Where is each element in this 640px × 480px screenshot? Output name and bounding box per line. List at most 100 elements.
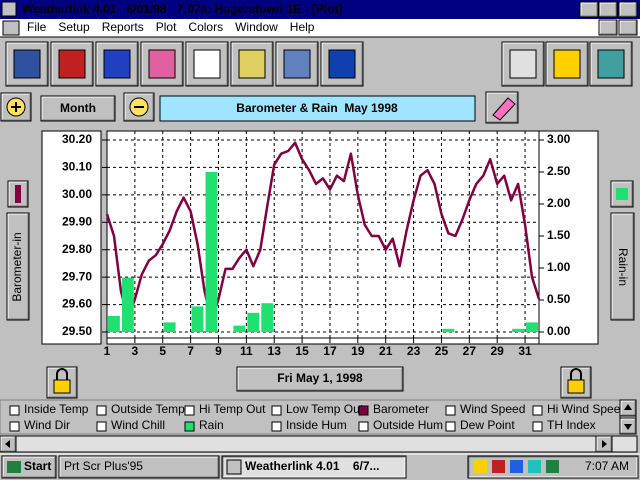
x-tick-label: 15 — [295, 344, 309, 358]
x-tick-label: 13 — [268, 344, 282, 358]
y2-label-panel — [538, 130, 599, 345]
rain-bar — [163, 322, 176, 332]
toolbar-icon — [238, 49, 266, 79]
date-button[interactable] — [236, 366, 404, 392]
lock-body — [53, 379, 71, 394]
field-checkbox[interactable] — [271, 421, 282, 432]
field-label[interactable]: Hi Temp Out — [199, 402, 266, 416]
bevel-light — [47, 367, 76, 397]
field-checkbox[interactable] — [358, 421, 369, 432]
field-checkbox[interactable] — [445, 421, 456, 432]
menu-item[interactable]: Plot — [156, 20, 177, 34]
field-checkbox[interactable] — [9, 405, 20, 416]
bevel-light — [124, 93, 153, 120]
bevel-light — [231, 42, 272, 85]
field-checkbox[interactable] — [96, 405, 107, 416]
y-tick-label: 30.10 — [62, 160, 92, 174]
menu-item[interactable]: File — [27, 20, 47, 34]
field-label[interactable]: Inside Temp — [24, 402, 89, 416]
field-label[interactable]: Low Temp Out — [286, 402, 364, 416]
y2-axis-button[interactable] — [610, 212, 635, 321]
y2-tick-label: 0.50 — [547, 292, 571, 306]
x-tick-label: 17 — [323, 344, 337, 358]
restore-doc-button[interactable] — [598, 19, 618, 36]
task-button[interactable] — [58, 455, 220, 479]
task-button-active[interactable] — [221, 455, 407, 479]
plot-area — [106, 130, 540, 345]
menu-item[interactable]: Reports — [102, 20, 144, 34]
bevel-dark — [187, 43, 228, 86]
field-label[interactable]: Barometer — [373, 402, 429, 416]
field-checkbox[interactable] — [532, 421, 543, 432]
y2-tick-label: 2.00 — [547, 196, 571, 210]
field-checkbox[interactable] — [532, 405, 543, 416]
bevel-light — [0, 436, 15, 451]
field-label[interactable]: Wind Dir — [24, 418, 70, 432]
toolbar-button[interactable] — [5, 41, 49, 87]
x-tick-label: 7 — [187, 344, 194, 358]
bevel-light — [486, 92, 517, 122]
close-button[interactable] — [618, 1, 638, 18]
task-label: Weatherlink 4.01 6/7... — [245, 459, 380, 473]
bevel-dark — [97, 43, 138, 86]
bevel-light — [237, 367, 402, 390]
y-tick-label: 30.20 — [62, 132, 92, 146]
bevel-light — [141, 42, 182, 85]
bevel-light — [321, 42, 362, 85]
menu-item[interactable]: Setup — [58, 20, 90, 34]
field-checkbox[interactable] — [358, 405, 369, 416]
field-label[interactable]: Wind Chill — [111, 418, 165, 432]
menu-item[interactable]: Colors — [188, 20, 223, 34]
bevel-light — [502, 42, 543, 85]
bevel-dark — [621, 401, 636, 416]
field-checkbox[interactable] — [271, 405, 282, 416]
toolbar-icon — [58, 49, 86, 79]
field-label[interactable]: Hi Wind Speed — [547, 402, 627, 416]
y2-tick-label: 2.50 — [547, 164, 571, 178]
field-label[interactable]: Outside Temp — [111, 402, 185, 416]
bevel-light — [611, 213, 633, 319]
field-checkbox[interactable] — [445, 405, 456, 416]
field-label[interactable]: Outside Hum — [373, 418, 443, 432]
field-label[interactable]: Inside Hum — [286, 418, 347, 432]
rain-bar — [526, 322, 538, 332]
y2-indicator-swatch — [616, 188, 628, 200]
bevel-light — [186, 42, 227, 85]
x-tick-label: 23 — [407, 344, 421, 358]
rain-bar — [261, 303, 274, 332]
tray-icon — [492, 460, 505, 473]
h-scrollbar — [0, 435, 638, 453]
rain-bar — [247, 312, 260, 332]
menu-item[interactable]: Window — [235, 20, 278, 34]
bevel-light — [580, 2, 597, 16]
toolbar-icon — [553, 49, 581, 79]
bevel-light — [596, 436, 611, 451]
period-button[interactable] — [40, 95, 116, 122]
y-axis-button[interactable] — [6, 212, 30, 321]
restore-button[interactable] — [598, 1, 618, 18]
bevel-dark — [503, 43, 544, 86]
bevel-dark — [142, 43, 183, 86]
clock: 7:07 AM — [585, 459, 629, 473]
bevel-light — [619, 20, 636, 34]
field-label[interactable]: Rain — [199, 418, 224, 432]
x-tick-label: 11 — [240, 344, 253, 358]
bevel-dark — [612, 182, 633, 207]
bevel-light — [59, 456, 218, 477]
menu-item[interactable]: Help — [290, 20, 315, 34]
toolbar-icon — [597, 49, 625, 79]
field-label[interactable]: TH Index — [547, 418, 596, 432]
close-doc-button[interactable] — [618, 19, 638, 36]
bevel-dark — [469, 457, 638, 478]
x-tick-label: 5 — [159, 344, 166, 358]
field-checkbox[interactable] — [96, 421, 107, 432]
field-label[interactable]: Dew Point — [460, 418, 515, 432]
bevel-light — [611, 181, 632, 206]
field-label[interactable]: Wind Speed — [460, 402, 525, 416]
x-tick-label: 19 — [351, 344, 365, 358]
minimize-button[interactable] — [579, 1, 599, 18]
field-checkbox[interactable] — [184, 405, 195, 416]
window-title: Weatherlink 4.01 6/01/98 7:07a: Hagersto… — [22, 2, 343, 16]
field-checkbox[interactable] — [184, 421, 195, 432]
field-checkbox[interactable] — [9, 421, 20, 432]
